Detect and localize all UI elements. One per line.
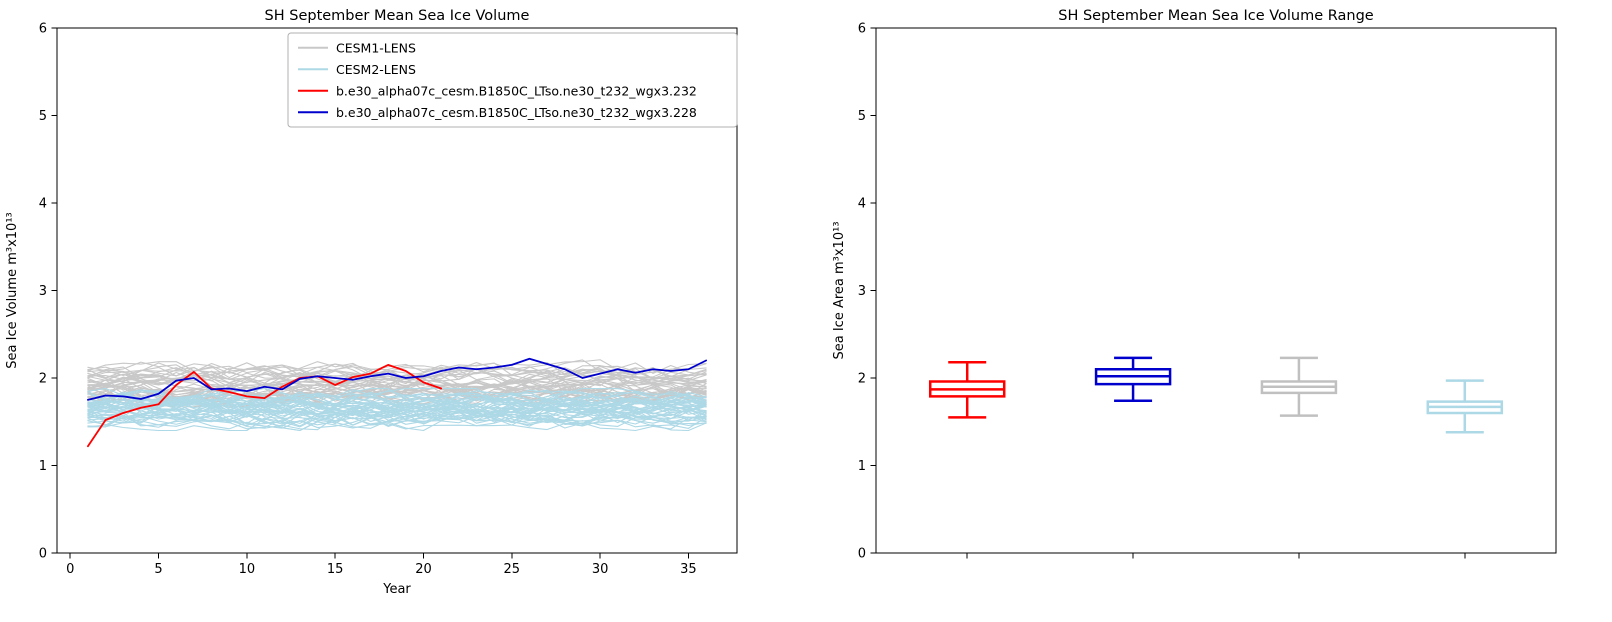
data-line [87,403,707,423]
line-chart-plot-area: 0 1 2 3 4 5 6 0 5 10 15 20 25 30 35 CESM1-LENS CESM2-LEN… [39,22,738,577]
box-chart-y-axis-label: Sea Ice Area m³x10¹³ [832,221,847,359]
y-tick-label: 2 [858,372,866,387]
box-whisker [1094,356,1172,402]
data-line [87,397,707,420]
data-line [87,409,707,432]
data-line [87,412,707,429]
legend-label: CESM1-LENS [336,40,416,55]
data-line [87,387,707,409]
x-tick-label: 0 [66,562,74,577]
x-tick-label: 25 [504,562,521,577]
y-tick-label: 6 [39,22,47,37]
data-line [87,392,707,418]
line-chart-title: SH September Mean Sea Ice Volume [265,8,530,24]
box-whisker [928,361,1006,419]
legend-label: b.e30_alpha07c_cesm.B1850C_LTso.ne30_t23… [336,105,697,120]
data-line [87,403,707,427]
y-tick-label: 5 [858,109,866,124]
x-tick-label: 30 [592,562,609,577]
data-line [87,359,707,382]
line-chart-x-axis-label: Year [382,582,411,597]
axes-box [875,27,1557,554]
data-line [87,375,707,399]
data-line [87,380,707,401]
y-tick-label: 6 [858,22,866,37]
y-tick-label: 1 [858,459,866,474]
y-tick-label: 3 [858,284,866,299]
data-line [87,412,707,432]
x-tick-label: 15 [327,562,344,577]
data-line [87,357,707,401]
y-tick-label: 0 [858,547,866,562]
data-line [87,363,443,448]
data-line [87,408,707,428]
y-tick-label: 5 [39,109,47,124]
box-whisker [1260,356,1338,417]
y-tick-label: 2 [39,372,47,387]
x-tick-label: 10 [239,562,256,577]
x-tick-label: 20 [415,562,432,577]
legend-label: CESM2-LENS [336,62,416,77]
legend-label: b.e30_alpha07c_cesm.B1850C_LTso.ne30_t23… [336,83,697,98]
line-chart-subplot: 0 1 2 3 4 5 6 0 5 10 15 20 25 30 35 CESM1-LENS CESM2-LEN… [5,8,738,597]
y-tick-label: 1 [39,459,47,474]
data-line [87,401,707,424]
data-line [87,387,707,408]
box-chart-title: SH September Mean Sea Ice Volume Range [1058,8,1374,24]
y-tick-label: 4 [858,197,866,212]
box-chart-svg: 0 1 2 3 4 5 6 SH September Mean Sea Ice Volume… [832,8,1557,562]
box-chart-plot-area: 0 1 2 3 4 5 6 [858,22,1557,562]
box-chart-subplot: 0 1 2 3 4 5 6 SH September Mean Sea Ice Volume… [806,0,1612,622]
y-tick-label: 0 [39,547,47,562]
data-line [87,361,707,381]
data-line [87,398,707,417]
y-tick-label: 3 [39,284,47,299]
line-chart-y-axis-label: Sea Ice Volume m³x10¹³ [5,212,20,368]
data-line [87,371,707,391]
data-line [87,369,707,391]
data-line [87,388,707,409]
line-chart-svg: 0 1 2 3 4 5 6 0 5 10 15 20 25 30 35 CESM1-LENS CESM2-LEN… [5,8,738,597]
x-tick-label: 5 [154,562,162,577]
legend-box [287,32,738,128]
data-line [87,409,707,430]
y-tick-label: 4 [39,197,47,212]
x-tick-label: 35 [680,562,697,577]
box-whisker [1426,379,1504,434]
data-line [87,366,707,387]
